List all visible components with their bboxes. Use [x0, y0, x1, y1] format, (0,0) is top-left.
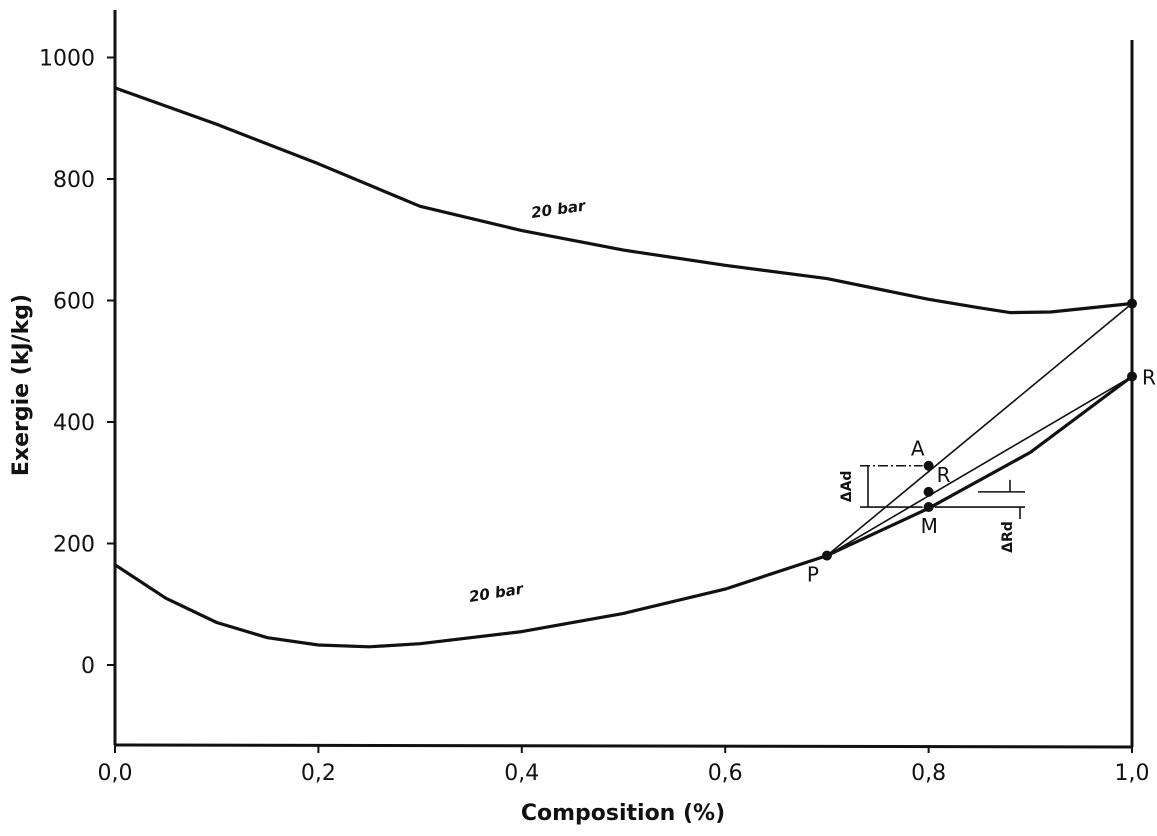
data-point — [923, 486, 934, 497]
point-label: R — [937, 463, 951, 487]
y-tick-label: 0 — [81, 654, 95, 679]
data-point — [821, 550, 832, 561]
y-tick-label: 600 — [53, 290, 95, 315]
data-point — [1127, 298, 1137, 309]
series-label: 20 bar — [530, 196, 588, 222]
ticks: 0,0 0,2 0,4 0,6 0,8 1,0 0 200 400 600 800 1000 — [39, 47, 1150, 787]
dimension-annotations: ΔAd ΔRd — [839, 464, 1025, 553]
data-point — [923, 502, 934, 513]
point-label: M — [921, 514, 938, 538]
x-axis-line — [114, 743, 1133, 749]
y-tick-label: 200 — [53, 533, 95, 558]
y-axis-title: Exergie (kJ/kg) — [9, 294, 34, 476]
series-group: 20 bar 20 bar — [113, 86, 1134, 649]
y-tick-label: 800 — [53, 168, 95, 193]
delta-ad-label: ΔAd — [839, 471, 855, 503]
point-label: R — [1142, 365, 1156, 389]
x-tick-label: 0,8 — [911, 761, 946, 786]
x-tick-label: 1,0 — [1115, 761, 1150, 786]
data-point — [1127, 371, 1137, 382]
series-line-2 — [113, 374, 1134, 649]
data-point — [923, 460, 934, 471]
series-line-1 — [113, 86, 1134, 315]
chord-line — [826, 302, 1133, 557]
point-label: P — [807, 563, 819, 587]
x-tick-label: 0,2 — [301, 761, 336, 786]
y-tick-label: 1000 — [39, 47, 95, 72]
chords-group — [826, 302, 1133, 557]
x-tick-label: 0,4 — [504, 761, 539, 786]
x-tick-label: 0,0 — [98, 761, 133, 786]
chord-line — [826, 375, 1133, 557]
y-tick-label: 400 — [53, 411, 95, 436]
delta-rd-label: ΔRd — [1000, 521, 1016, 553]
x-axis-title: Composition (%) — [521, 801, 725, 826]
x-tick-label: 0,6 — [708, 761, 743, 786]
series-label: 20 bar — [468, 579, 526, 606]
point-label: A — [911, 437, 925, 461]
